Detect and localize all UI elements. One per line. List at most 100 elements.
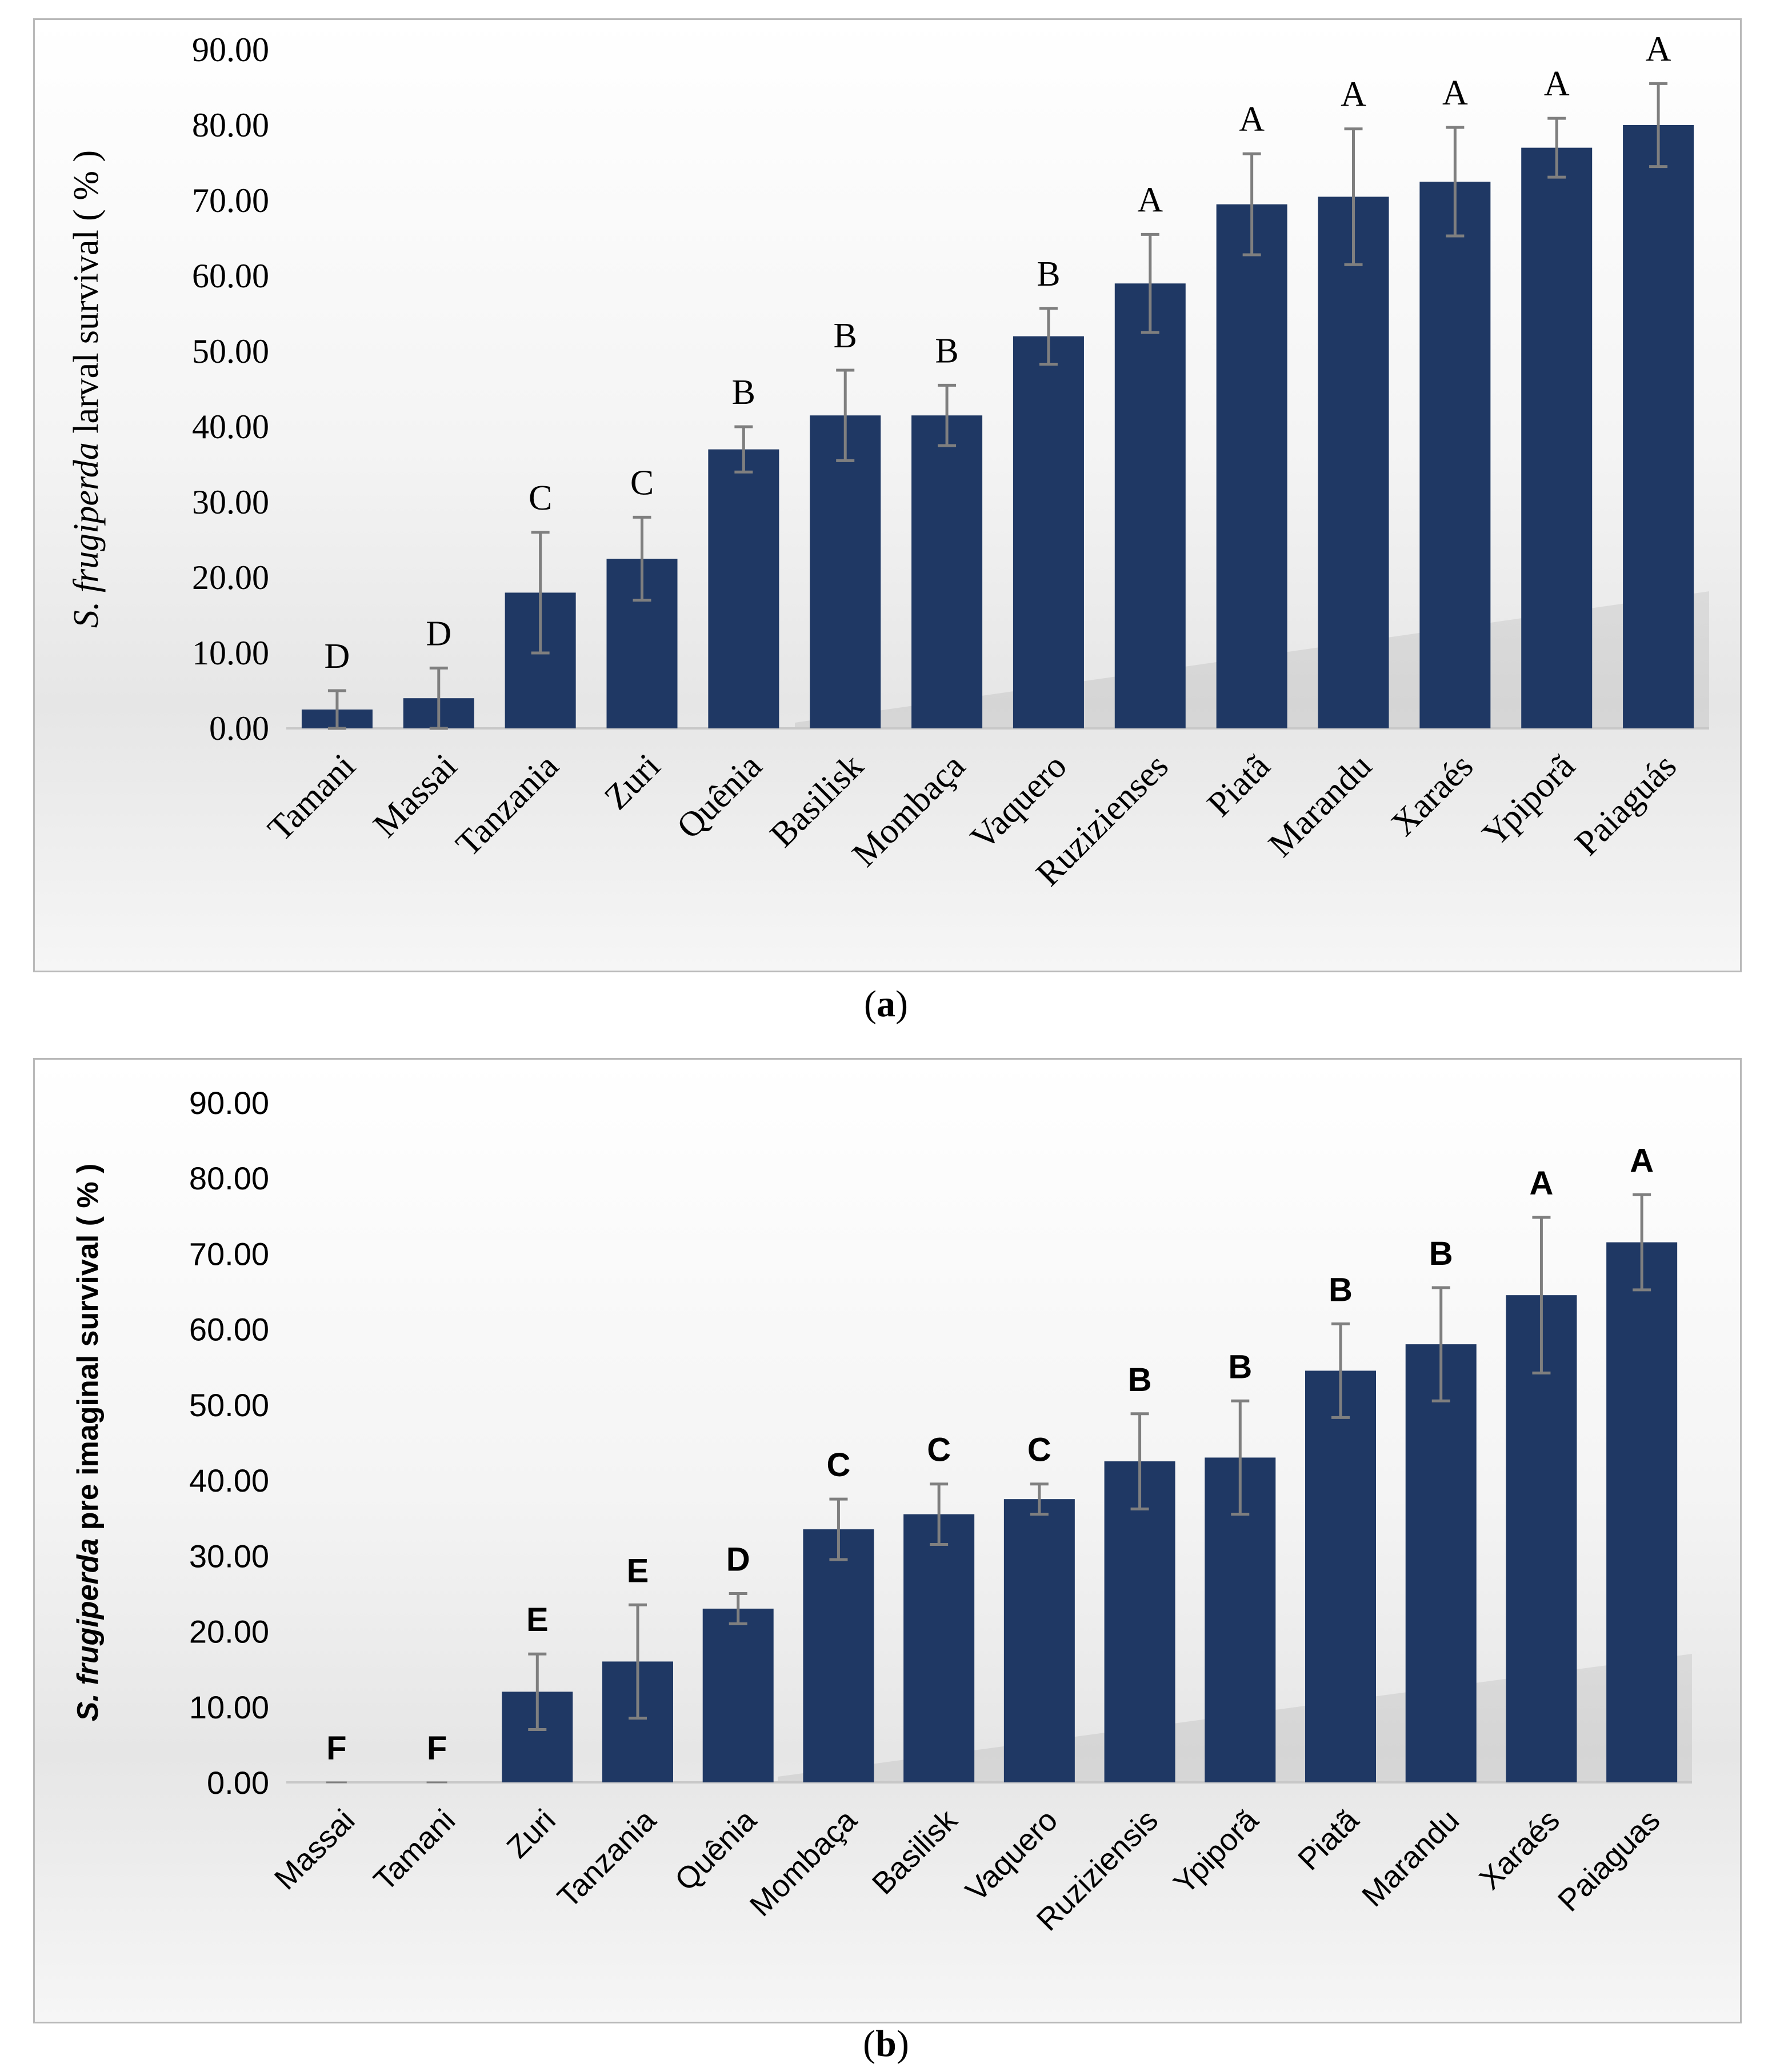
- y-tick-label: 70.00: [192, 182, 269, 219]
- significance-letter: B: [1228, 1348, 1252, 1385]
- category-label: Ypiporã: [1167, 1802, 1266, 1901]
- significance-letter: A: [1646, 30, 1671, 69]
- y-tick-label: 50.00: [192, 332, 269, 370]
- y-tick-label: 0.00: [209, 710, 269, 747]
- significance-letter: C: [630, 463, 654, 502]
- bar: [1013, 336, 1084, 728]
- category-label: Tanzania: [551, 1802, 663, 1914]
- category-label: Marandu: [1261, 747, 1379, 864]
- significance-letter: A: [1442, 74, 1468, 113]
- y-tick-label: 10.00: [192, 634, 269, 672]
- y-axis-title-rest: pre imaginal survival ( % ): [71, 1164, 105, 1538]
- significance-letter: A: [1529, 1165, 1553, 1202]
- significance-letter: C: [826, 1446, 850, 1484]
- y-tick-label: 40.00: [189, 1462, 269, 1498]
- chart-panel-a: 0.00 10.00 20.00 30.00 40.00 50.00 60.00 70.00 8…: [33, 18, 1742, 972]
- significance-letter: B: [935, 331, 958, 370]
- significance-letter: E: [627, 1552, 649, 1589]
- bar: [1623, 125, 1694, 728]
- significance-letter: B: [1128, 1361, 1152, 1398]
- bar: [1521, 147, 1593, 729]
- y-axis-title-species: S. frugiperda: [71, 1538, 105, 1722]
- significance-letter: D: [325, 637, 350, 676]
- y-tick-label: 50.00: [189, 1387, 269, 1423]
- significance-letter: B: [1429, 1235, 1453, 1272]
- category-label: Zuri: [597, 747, 668, 817]
- y-tick-label: 60.00: [189, 1312, 269, 1348]
- significance-letter: C: [927, 1432, 951, 1469]
- y-tick-label: 80.00: [189, 1160, 269, 1196]
- bar: [810, 415, 881, 728]
- bar: [1305, 1370, 1376, 1782]
- category-label: Tanzania: [449, 747, 566, 864]
- bar: [1003, 1499, 1075, 1782]
- y-tick-label: 10.00: [189, 1689, 269, 1725]
- y-tick-label: 20.00: [189, 1614, 269, 1650]
- y-axis-title-species: S. frugiperda: [67, 442, 106, 628]
- category-label: Zuri: [501, 1803, 562, 1865]
- category-label: Xaraés: [1383, 747, 1481, 844]
- category-label: Paiaguás: [1567, 747, 1684, 863]
- category-label: Piatã: [1291, 1802, 1366, 1877]
- chart-panel-b: 0.00 10.00 20.00 30.00 40.00 50.00 60.00 70.00 8…: [33, 1058, 1742, 2023]
- significance-letter: A: [1137, 181, 1163, 219]
- bar: [803, 1529, 874, 1782]
- category-label: Tamani: [261, 747, 363, 849]
- category-label: Paiaguas: [1551, 1803, 1667, 1918]
- y-tick-label: 40.00: [192, 408, 269, 446]
- bar: [1606, 1242, 1678, 1782]
- bar: [1506, 1295, 1577, 1782]
- category-label: Mombaça: [845, 747, 973, 874]
- y-axis-title-rest: larval survival ( % ): [67, 150, 106, 442]
- y-tick-label: 90.00: [189, 1085, 269, 1121]
- y-axis-title: S. frugiperda pre imaginal survival ( % …: [71, 1164, 105, 1722]
- significance-letter: C: [1027, 1432, 1051, 1469]
- category-label: Massai: [366, 747, 464, 845]
- significance-letter: F: [326, 1730, 346, 1767]
- category-label: Massai: [268, 1803, 361, 1896]
- bar: [903, 1514, 975, 1782]
- bar: [1419, 182, 1491, 728]
- bar-chart-a: 0.00 10.00 20.00 30.00 40.00 50.00 60.00 70.00 8…: [67, 30, 1709, 893]
- y-tick-label: 70.00: [189, 1236, 269, 1272]
- category-label: Marandu: [1355, 1803, 1466, 1913]
- bar: [1405, 1344, 1477, 1782]
- category-label: Ypiporã: [1475, 747, 1582, 854]
- category-label: Vaquero: [959, 1803, 1064, 1908]
- bar: [1114, 283, 1186, 728]
- y-axis-title: S. frugiperda larval survival ( % ): [67, 150, 106, 628]
- significance-letter: B: [1037, 255, 1060, 294]
- significance-letter: B: [732, 373, 755, 412]
- significance-letter: A: [1630, 1142, 1654, 1179]
- y-tick-label: 80.00: [192, 106, 269, 144]
- significance-letter: D: [426, 614, 451, 653]
- bar: [1216, 204, 1287, 729]
- category-label: Quênia: [670, 747, 770, 847]
- significance-letter: B: [834, 316, 857, 355]
- bar: [702, 1608, 774, 1782]
- significance-letter: A: [1341, 75, 1366, 114]
- y-tick-label: 30.00: [189, 1538, 269, 1574]
- caption-a: (a): [864, 983, 908, 1025]
- y-tick-label: 60.00: [192, 257, 269, 295]
- bar: [911, 415, 983, 728]
- category-label: Mombaça: [743, 1802, 864, 1923]
- bar: [708, 449, 779, 728]
- caption-b-label: b: [875, 2023, 897, 2065]
- category-label: Basilisk: [866, 1802, 965, 1901]
- bar: [1104, 1461, 1175, 1782]
- y-tick-label: 30.00: [192, 483, 269, 521]
- y-tick-label: 90.00: [192, 31, 269, 69]
- significance-letter: E: [526, 1601, 549, 1638]
- significance-letter: C: [529, 479, 552, 518]
- bar-chart-b: 0.00 10.00 20.00 30.00 40.00 50.00 60.00 70.00 8…: [71, 1085, 1692, 1938]
- y-tick-label: 0.00: [207, 1765, 269, 1801]
- caption-b: (b): [863, 2023, 909, 2065]
- category-label: Quênia: [669, 1802, 763, 1897]
- significance-letter: F: [427, 1730, 447, 1767]
- category-label: Piatã: [1200, 747, 1278, 824]
- caption-a-label: a: [877, 983, 895, 1025]
- bar: [1318, 197, 1389, 728]
- y-tick-label: 20.00: [192, 559, 269, 596]
- significance-letter: A: [1544, 65, 1570, 103]
